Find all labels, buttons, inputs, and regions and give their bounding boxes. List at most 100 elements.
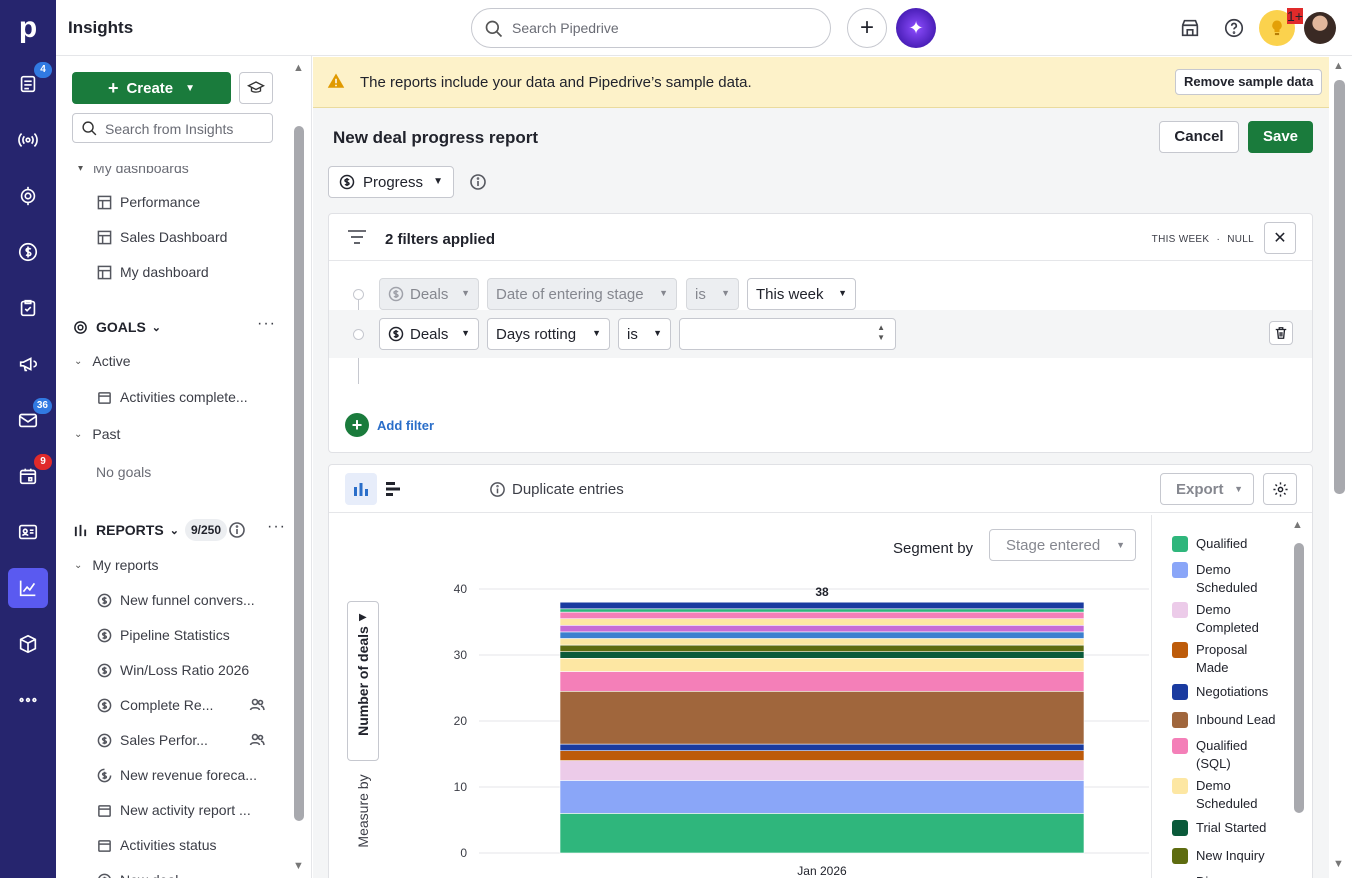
insights-search-input[interactable] <box>105 120 265 138</box>
report-title[interactable]: New deal progress report <box>333 128 539 147</box>
legend-item[interactable]: Inbound Lead <box>1172 711 1282 729</box>
sidebar-report-item[interactable]: Activities status <box>96 833 216 857</box>
user-avatar[interactable] <box>1304 12 1336 44</box>
target-icon[interactable] <box>8 176 48 216</box>
sidebar-report-label: Pipeline Statistics <box>120 627 230 643</box>
legend-item[interactable]: Demo Scheduled <box>1172 777 1282 813</box>
days-rotting-input[interactable] <box>688 325 895 343</box>
page-scroll-down[interactable]: ▼ <box>1333 858 1344 870</box>
legend-scrollbar[interactable] <box>1294 543 1304 813</box>
info-icon[interactable] <box>469 173 487 191</box>
segment-by-dropdown[interactable]: Stage entered ▼ <box>989 529 1136 561</box>
sidebar-item-my-dashboard[interactable]: My dashboard <box>96 260 209 284</box>
filters-header[interactable]: 2 filters applied THIS WEEK · NULL ✕ <box>329 214 1312 261</box>
duplicate-entries[interactable]: Duplicate entries <box>489 481 624 498</box>
scroll-up-arrow[interactable]: ▲ <box>293 62 304 74</box>
delete-filter-button[interactable] <box>1269 321 1293 345</box>
sidebar-report-item[interactable]: New deal ... <box>96 868 194 878</box>
add-filter-button[interactable]: + Add filter <box>345 413 434 437</box>
sidebar-scrollbar[interactable] <box>294 126 304 821</box>
legend-swatch <box>1172 712 1188 728</box>
megaphone-icon[interactable] <box>8 344 48 384</box>
calendar-icon[interactable]: 9 <box>8 454 52 496</box>
legend-item[interactable]: Qualified (SQL) <box>1172 737 1282 773</box>
report-type-dropdown[interactable]: Progress ▼ <box>328 166 454 198</box>
global-search[interactable] <box>471 8 831 48</box>
page-scroll-up[interactable]: ▲ <box>1333 60 1344 72</box>
remove-sample-data-button[interactable]: Remove sample data <box>1175 69 1323 95</box>
dashboards-header[interactable]: ▾ My dashboards <box>78 166 189 180</box>
create-button[interactable]: + Create ▼ <box>72 72 231 104</box>
collapse-filters-button[interactable]: ✕ <box>1264 222 1296 254</box>
quick-add-button[interactable]: + <box>847 8 887 48</box>
filter2-field-dropdown[interactable]: Days rotting ▼ <box>487 318 610 350</box>
dollar-icon <box>96 872 112 878</box>
pipedrive-logo[interactable]: p <box>18 11 38 44</box>
legend-item[interactable]: New Inquiry <box>1172 847 1282 865</box>
legend-item[interactable]: Discovery <box>1172 873 1282 878</box>
sidebar-report-item[interactable]: New funnel convers... <box>96 588 255 612</box>
save-button[interactable]: Save <box>1248 121 1313 153</box>
sidebar-report-item[interactable]: New revenue foreca... <box>96 763 257 787</box>
scroll-down-arrow[interactable]: ▼ <box>293 860 304 872</box>
goals-active-toggle[interactable]: ⌄ Active <box>74 349 131 373</box>
ai-assistant-button[interactable]: ✦ <box>896 8 936 48</box>
legend-item[interactable]: Demo Completed <box>1172 601 1282 637</box>
goal-item[interactable]: Activities complete... <box>96 385 248 409</box>
insights-icon[interactable] <box>8 568 48 608</box>
sidebar-report-label: New funnel convers... <box>120 592 255 608</box>
sidebar-item-performance[interactable]: Performance <box>96 190 200 214</box>
legend-item[interactable]: Negotiations <box>1172 683 1282 701</box>
column-chart-toggle[interactable] <box>345 473 377 505</box>
info-icon[interactable] <box>228 521 246 539</box>
products-icon[interactable] <box>8 624 48 664</box>
stepper-icon[interactable]: ▲ ▼ <box>877 323 885 342</box>
task-icon[interactable] <box>8 288 48 328</box>
reports-header[interactable]: REPORTS ⌄ <box>72 518 179 542</box>
marketplace-icon[interactable] <box>1176 14 1204 42</box>
my-reports-toggle[interactable]: ⌄ My reports <box>74 553 159 577</box>
sidebar-report-item[interactable]: Sales Perfor... <box>96 728 208 752</box>
sidebar-report-item[interactable]: Win/Loss Ratio 2026 <box>96 658 249 682</box>
legend-swatch <box>1172 778 1188 794</box>
sidebar-report-item[interactable]: Complete Re... <box>96 693 213 717</box>
page-scrollbar[interactable] <box>1334 80 1345 494</box>
cancel-button[interactable]: Cancel <box>1159 121 1239 153</box>
filter2-entity-dropdown[interactable]: Deals ▼ <box>379 318 479 350</box>
filter1-value-dropdown[interactable]: This week ▼ <box>747 278 856 310</box>
legend-item[interactable]: Proposal Made <box>1172 641 1282 677</box>
legend-item[interactable]: Trial Started <box>1172 819 1282 837</box>
filter2-value-input[interactable]: ▲ ▼ <box>679 318 896 350</box>
dollar-icon <box>388 326 404 342</box>
export-button[interactable]: Export ▼ <box>1160 473 1254 505</box>
stacked-bar-segment <box>559 631 1085 639</box>
goals-more-icon[interactable]: ··· <box>257 315 276 332</box>
dollar-icon[interactable] <box>8 232 48 272</box>
learn-button[interactable] <box>239 72 273 104</box>
bar-chart-toggle[interactable] <box>377 473 409 505</box>
goals-header[interactable]: GOALS ⌄ <box>72 315 161 339</box>
leads-icon[interactable]: 4 <box>8 62 52 104</box>
contacts-icon[interactable] <box>8 512 48 552</box>
legend-label: Qualified (SQL) <box>1196 738 1248 771</box>
goals-past-toggle[interactable]: ⌄ Past <box>74 422 120 446</box>
sidebar-item-sales-dashboard[interactable]: Sales Dashboard <box>96 225 227 249</box>
tips-button[interactable]: 1+ <box>1259 8 1303 46</box>
filter1-field-dropdown: Date of entering stage ▼ <box>487 278 677 310</box>
legend-item[interactable]: Qualified <box>1172 535 1282 553</box>
mail-icon[interactable]: 36 <box>8 398 52 440</box>
filter2-operator-dropdown[interactable]: is ▼ <box>618 318 671 350</box>
insights-search[interactable] <box>72 113 273 143</box>
legend-label: Negotiations <box>1196 684 1269 699</box>
legend-item[interactable]: Demo Scheduled <box>1172 561 1282 597</box>
chart-settings-button[interactable] <box>1263 473 1297 505</box>
sidebar-report-item[interactable]: New activity report ... <box>96 798 251 822</box>
broadcast-icon[interactable] <box>8 120 48 160</box>
help-icon[interactable] <box>1220 14 1248 42</box>
scroll-up-arrow[interactable]: ▲ <box>1292 519 1303 531</box>
global-search-input[interactable] <box>512 18 812 38</box>
sidebar-report-item[interactable]: Pipeline Statistics <box>96 623 230 647</box>
measure-dropdown[interactable]: ▶ Number of deals <box>347 601 379 761</box>
reports-more-icon[interactable]: ··· <box>267 518 286 535</box>
more-icon[interactable] <box>8 680 48 720</box>
